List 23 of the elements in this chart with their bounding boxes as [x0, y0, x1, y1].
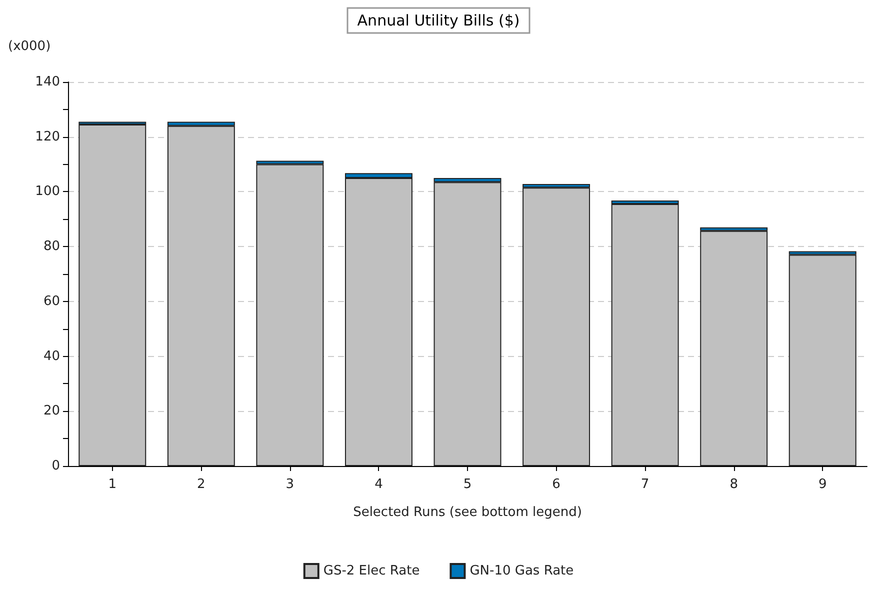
x-tick-label: 4 — [374, 477, 383, 492]
y-tick-label: 40 — [43, 348, 60, 364]
y-tick-label: 80 — [43, 239, 60, 254]
x-tick-label: 3 — [286, 477, 294, 492]
x-tick-label: 1 — [108, 477, 117, 492]
x-tick-label: 7 — [640, 477, 650, 492]
y-tick-label: 100 — [35, 184, 60, 200]
y-tick-label: 20 — [43, 404, 60, 419]
x-tick-label: 6 — [552, 477, 560, 492]
bar — [167, 126, 235, 466]
x-tick-label: 9 — [818, 477, 827, 492]
x-tick-label: 2 — [197, 477, 206, 492]
y-tick-label: 120 — [35, 129, 60, 144]
x-axis-title: Selected Runs (see bottom legend) — [353, 505, 582, 520]
y-tick-label: 140 — [35, 74, 60, 90]
x-tick-label: 8 — [730, 477, 738, 492]
y-axis-title: (x000) — [8, 39, 51, 54]
y-tick-label: 0 — [52, 458, 60, 474]
y-tick-label: 60 — [43, 294, 60, 309]
chart-title: Annual Utility Bills ($) — [357, 12, 520, 30]
x-tick-label: 5 — [463, 477, 472, 492]
legend-label: GS-2 Elec Rate — [323, 564, 420, 578]
legend-label: GN-10 Gas Rate — [470, 564, 574, 578]
